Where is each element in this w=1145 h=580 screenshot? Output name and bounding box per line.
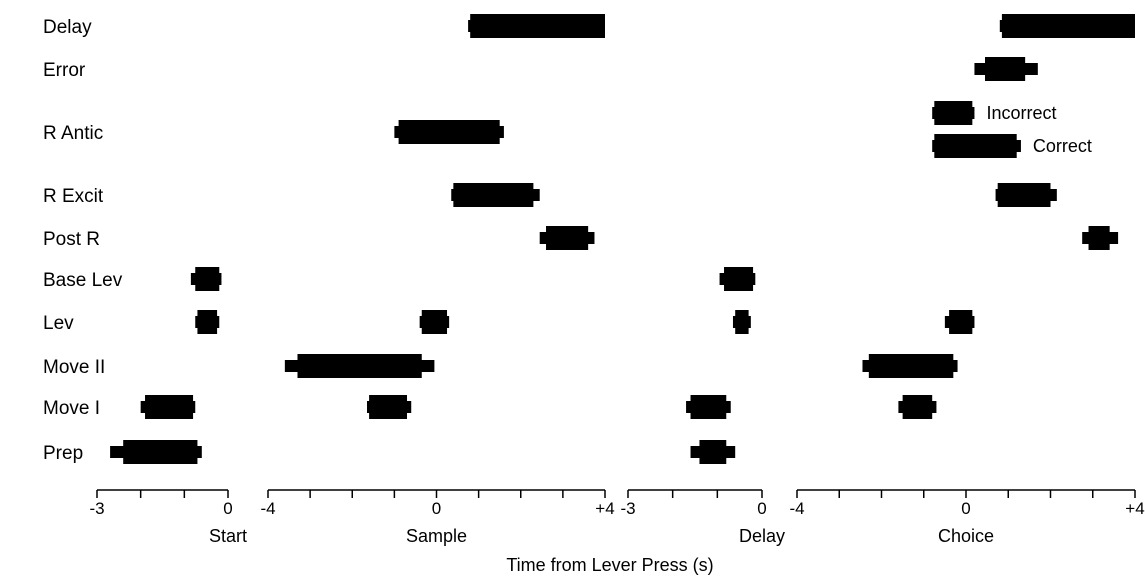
row-label-post-r: Post R <box>43 229 100 250</box>
bar-choice-move-i <box>902 395 933 419</box>
bar-start-prep <box>123 440 198 464</box>
row-label-lev: Lev <box>43 313 74 334</box>
bar-choice-r-antic-incorrect <box>934 101 973 125</box>
bar-delay-lev <box>735 310 749 334</box>
bar-sample-lev <box>421 310 448 334</box>
bar-sample-move-ii <box>297 354 422 378</box>
bar-sample-r-excit <box>453 183 534 207</box>
tick-label-start: 0 <box>223 499 232 518</box>
bar-start-lev <box>197 310 218 334</box>
bar-start-move-i <box>145 395 194 419</box>
tick-label-sample: -4 <box>260 499 275 518</box>
x-axis-title: Time from Lever Press (s) <box>506 555 713 575</box>
row-label-prep: Prep <box>43 443 83 464</box>
row-label-delay: Delay <box>43 17 92 38</box>
tick-label-choice: -4 <box>789 499 804 518</box>
panel-title-delay: Delay <box>739 526 785 546</box>
bar-delay-move-i <box>690 395 727 419</box>
tick-label-delay: 0 <box>757 499 766 518</box>
bar-delay-prep <box>699 440 727 464</box>
bar-choice-r-excit <box>997 183 1051 207</box>
row-label-move-ii: Move II <box>43 357 105 378</box>
bar-sample-r-antic <box>398 120 500 144</box>
annotation-incorrect: Incorrect <box>986 103 1056 123</box>
row-label-r-antic: R Antic <box>43 123 103 144</box>
row-label-r-excit: R Excit <box>43 186 104 207</box>
bar-choice-post-r <box>1088 226 1110 250</box>
bar-sample-post-r <box>546 226 589 250</box>
row-label-move-i: Move I <box>43 398 100 419</box>
bar-delay-base-lev <box>724 267 754 291</box>
annotation-correct: Correct <box>1033 136 1092 156</box>
bar-choice-error <box>985 57 1026 81</box>
tick-label-sample: +4 <box>595 499 614 518</box>
tick-label-delay: -3 <box>620 499 635 518</box>
panel-title-sample: Sample <box>406 526 467 546</box>
bar-choice-r-antic-correct <box>934 134 1017 158</box>
tick-label-sample: 0 <box>432 499 441 518</box>
bar-choice-lev <box>949 310 973 334</box>
bar-sample-delay <box>470 14 605 38</box>
row-label-base-lev: Base Lev <box>43 270 123 291</box>
bar-start-base-lev <box>195 267 220 291</box>
bar-choice-delay <box>1001 14 1135 38</box>
panel-title-start: Start <box>209 526 247 546</box>
tick-label-start: -3 <box>89 499 104 518</box>
row-label-error: Error <box>43 60 86 81</box>
tick-label-choice: 0 <box>961 499 970 518</box>
panel-title-choice: Choice <box>938 526 994 546</box>
tick-label-choice: +4 <box>1125 499 1144 518</box>
bar-choice-move-ii <box>868 354 954 378</box>
bar-sample-move-i <box>369 395 408 419</box>
